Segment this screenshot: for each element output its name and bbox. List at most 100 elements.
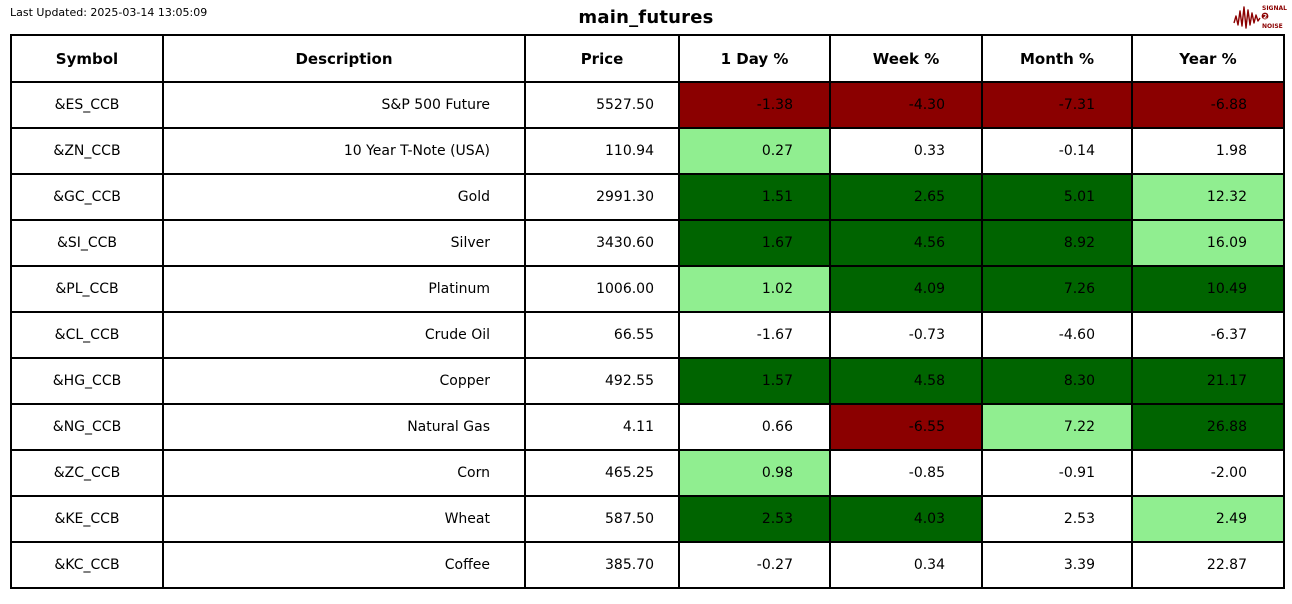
week-change-cell: -0.85 — [829, 449, 983, 497]
description-cell: Crude Oil — [162, 311, 526, 359]
symbol-cell: &KE_CCB — [10, 495, 164, 543]
table-header-row: Symbol Description Price 1 Day % Week % … — [10, 34, 1285, 83]
price-cell: 587.50 — [524, 495, 680, 543]
month-change-cell: 8.30 — [981, 357, 1133, 405]
column-header-week: Week % — [829, 34, 983, 83]
description-cell: Coffee — [162, 541, 526, 589]
day-change-cell: 1.57 — [678, 357, 831, 405]
year-change-cell: 21.17 — [1131, 357, 1285, 405]
week-change-cell: 0.33 — [829, 127, 983, 175]
column-header-month: Month % — [981, 34, 1133, 83]
day-change-cell: -0.27 — [678, 541, 831, 589]
column-header-year: Year % — [1131, 34, 1285, 83]
week-change-cell: 4.56 — [829, 219, 983, 267]
table-row: &GC_CCB Gold 2991.30 1.51 2.65 5.01 12.3… — [10, 173, 1285, 221]
top-bar: Last Updated: 2025-03-14 13:05:09 main_f… — [0, 0, 1292, 34]
day-change-cell: -1.38 — [678, 81, 831, 129]
month-change-cell: -7.31 — [981, 81, 1133, 129]
page-title: main_futures — [578, 7, 714, 28]
description-cell: Natural Gas — [162, 403, 526, 451]
table-row: &PL_CCB Platinum 1006.00 1.02 4.09 7.26 … — [10, 265, 1285, 313]
week-change-cell: 2.65 — [829, 173, 983, 221]
day-change-cell: 1.67 — [678, 219, 831, 267]
price-cell: 5527.50 — [524, 81, 680, 129]
day-change-cell: 2.53 — [678, 495, 831, 543]
table-row: &ZN_CCB 10 Year T-Note (USA) 110.94 0.27… — [10, 127, 1285, 175]
symbol-cell: &ZC_CCB — [10, 449, 164, 497]
day-change-cell: 0.27 — [678, 127, 831, 175]
day-change-cell: 0.66 — [678, 403, 831, 451]
description-cell: Copper — [162, 357, 526, 405]
symbol-cell: &HG_CCB — [10, 357, 164, 405]
table-row: &HG_CCB Copper 492.55 1.57 4.58 8.30 21.… — [10, 357, 1285, 405]
logo-word-mid: 2 — [1263, 14, 1267, 21]
year-change-cell: 1.98 — [1131, 127, 1285, 175]
waveform-icon — [1233, 6, 1261, 29]
week-change-cell: 4.03 — [829, 495, 983, 543]
table-row: &SI_CCB Silver 3430.60 1.67 4.56 8.92 16… — [10, 219, 1285, 267]
day-change-cell: 1.51 — [678, 173, 831, 221]
year-change-cell: 12.32 — [1131, 173, 1285, 221]
week-change-cell: 0.34 — [829, 541, 983, 589]
column-header-symbol: Symbol — [10, 34, 164, 83]
month-change-cell: -0.91 — [981, 449, 1133, 497]
last-updated-text: Last Updated: 2025-03-14 13:05:09 — [10, 6, 208, 19]
table-row: &CL_CCB Crude Oil 66.55 -1.67 -0.73 -4.6… — [10, 311, 1285, 359]
price-cell: 385.70 — [524, 541, 680, 589]
symbol-cell: &KC_CCB — [10, 541, 164, 589]
logo-word-top: SIGNAL — [1262, 5, 1287, 12]
price-cell: 465.25 — [524, 449, 680, 497]
day-change-cell: -1.67 — [678, 311, 831, 359]
price-cell: 1006.00 — [524, 265, 680, 313]
year-change-cell: -6.88 — [1131, 81, 1285, 129]
price-cell: 3430.60 — [524, 219, 680, 267]
logo-circle — [1261, 12, 1269, 20]
symbol-cell: &PL_CCB — [10, 265, 164, 313]
symbol-cell: &SI_CCB — [10, 219, 164, 267]
signal-2-noise-logo: SIGNAL 2 NOISE — [1233, 5, 1287, 30]
month-change-cell: 7.26 — [981, 265, 1133, 313]
year-change-cell: 2.49 — [1131, 495, 1285, 543]
week-change-cell: -6.55 — [829, 403, 983, 451]
column-header-1day: 1 Day % — [678, 34, 831, 83]
description-cell: Platinum — [162, 265, 526, 313]
year-change-cell: 10.49 — [1131, 265, 1285, 313]
week-change-cell: 4.09 — [829, 265, 983, 313]
description-cell: Wheat — [162, 495, 526, 543]
table-row: &ZC_CCB Corn 465.25 0.98 -0.85 -0.91 -2.… — [10, 449, 1285, 497]
week-change-cell: -0.73 — [829, 311, 983, 359]
futures-table: Symbol Description Price 1 Day % Week % … — [10, 34, 1285, 589]
price-cell: 66.55 — [524, 311, 680, 359]
price-cell: 4.11 — [524, 403, 680, 451]
symbol-cell: &ZN_CCB — [10, 127, 164, 175]
year-change-cell: -6.37 — [1131, 311, 1285, 359]
month-change-cell: -0.14 — [981, 127, 1133, 175]
table-row: &KC_CCB Coffee 385.70 -0.27 0.34 3.39 22… — [10, 541, 1285, 589]
price-cell: 110.94 — [524, 127, 680, 175]
column-header-description: Description — [162, 34, 526, 83]
year-change-cell: 16.09 — [1131, 219, 1285, 267]
symbol-cell: &GC_CCB — [10, 173, 164, 221]
table-row: &ES_CCB S&P 500 Future 5527.50 -1.38 -4.… — [10, 81, 1285, 129]
month-change-cell: 5.01 — [981, 173, 1133, 221]
table-row: &NG_CCB Natural Gas 4.11 0.66 -6.55 7.22… — [10, 403, 1285, 451]
description-cell: S&P 500 Future — [162, 81, 526, 129]
month-change-cell: 3.39 — [981, 541, 1133, 589]
column-header-price: Price — [524, 34, 680, 83]
year-change-cell: 22.87 — [1131, 541, 1285, 589]
day-change-cell: 1.02 — [678, 265, 831, 313]
month-change-cell: 8.92 — [981, 219, 1133, 267]
year-change-cell: 26.88 — [1131, 403, 1285, 451]
logo-word-bottom: NOISE — [1262, 23, 1283, 30]
symbol-cell: &NG_CCB — [10, 403, 164, 451]
table-row: &KE_CCB Wheat 587.50 2.53 4.03 2.53 2.49 — [10, 495, 1285, 543]
symbol-cell: &CL_CCB — [10, 311, 164, 359]
symbol-cell: &ES_CCB — [10, 81, 164, 129]
month-change-cell: 2.53 — [981, 495, 1133, 543]
month-change-cell: -4.60 — [981, 311, 1133, 359]
month-change-cell: 7.22 — [981, 403, 1133, 451]
description-cell: 10 Year T-Note (USA) — [162, 127, 526, 175]
week-change-cell: -4.30 — [829, 81, 983, 129]
price-cell: 492.55 — [524, 357, 680, 405]
price-cell: 2991.30 — [524, 173, 680, 221]
